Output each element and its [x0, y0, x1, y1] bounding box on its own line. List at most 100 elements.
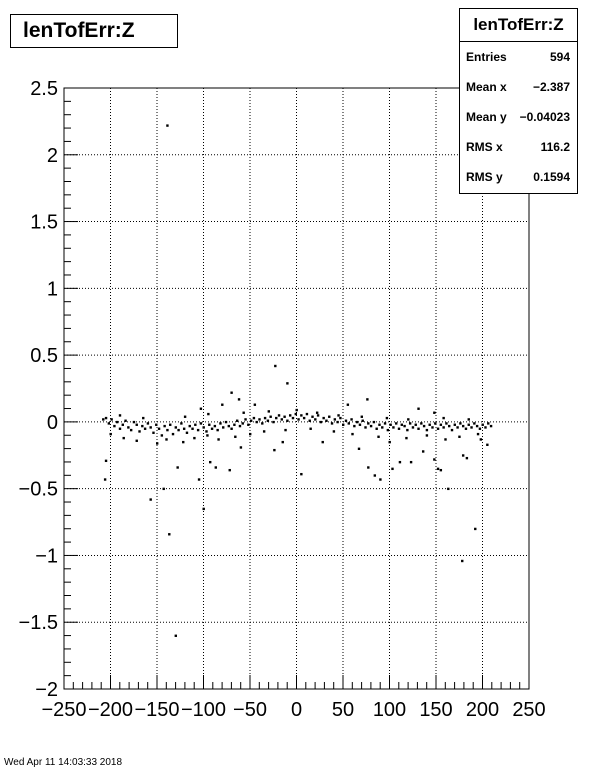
data-point [230, 427, 233, 430]
data-point [160, 434, 164, 437]
data-point [275, 416, 278, 420]
data-point [458, 435, 461, 438]
data-point [405, 436, 408, 440]
data-point [400, 423, 403, 426]
data-point [417, 427, 420, 430]
data-point [155, 423, 158, 426]
data-point [474, 527, 477, 531]
data-point [263, 416, 267, 420]
stats-value: −2.387 [532, 80, 570, 94]
stats-box: lenTofErr:Z Entries 594 Mean x −2.387 Me… [459, 8, 578, 194]
data-point [194, 423, 197, 426]
data-point [386, 428, 390, 432]
data-point [336, 420, 339, 424]
data-point [104, 416, 108, 420]
data-point [425, 434, 429, 437]
data-point [183, 415, 187, 418]
data-point [461, 454, 465, 457]
data-point [442, 426, 445, 429]
data-point [196, 428, 200, 432]
data-point [422, 424, 426, 428]
data-point [118, 427, 122, 430]
data-point [273, 448, 276, 452]
data-point [168, 533, 171, 536]
data-point [214, 466, 217, 469]
data-point [185, 431, 189, 434]
stats-value: 116.2 [540, 140, 570, 154]
data-point [267, 410, 270, 413]
data-point [489, 424, 493, 428]
data-point [182, 440, 185, 444]
data-point [171, 432, 175, 436]
data-point [286, 419, 289, 422]
data-point [373, 474, 377, 477]
data-point [353, 424, 356, 428]
data-point [357, 447, 361, 450]
data-point [176, 466, 179, 469]
data-point [230, 391, 233, 394]
data-point [162, 487, 165, 491]
data-point [439, 423, 443, 426]
data-point [360, 415, 363, 418]
data-point [398, 460, 402, 464]
stats-row-entries: Entries 594 [460, 42, 577, 72]
data-point [351, 432, 354, 436]
data-point [163, 424, 166, 428]
data-point [350, 418, 353, 421]
grid [64, 88, 529, 689]
data-point [269, 415, 272, 418]
y-tick-label: −1.5 [19, 612, 58, 634]
data-point [465, 456, 469, 460]
data-point [228, 468, 231, 472]
data-point [379, 478, 382, 481]
data-point [358, 423, 362, 426]
timestamp-footer: Wed Apr 11 14:03:33 2018 [4, 757, 123, 768]
data-point [459, 422, 462, 425]
y-tick-label: 0 [47, 412, 58, 434]
data-point [124, 419, 127, 422]
data-point [486, 443, 489, 446]
data-point [311, 415, 314, 418]
stats-value: 594 [549, 50, 570, 64]
data-point [297, 418, 300, 421]
data-point [381, 426, 384, 429]
data-point [281, 440, 284, 444]
stats-value: 0.1594 [533, 170, 570, 184]
data-points [102, 124, 493, 637]
data-point [266, 419, 270, 422]
data-point [227, 424, 231, 428]
data-point [286, 382, 289, 385]
data-point [484, 426, 487, 429]
data-point [372, 420, 376, 424]
data-point [355, 420, 359, 424]
data-point [478, 427, 482, 430]
data-point [321, 440, 324, 444]
data-point [433, 458, 436, 461]
data-point [411, 426, 415, 429]
y-tick-label: 0.5 [30, 345, 58, 367]
data-point [207, 412, 210, 416]
data-point [378, 423, 381, 426]
stats-label: Entries [466, 50, 507, 64]
data-point [149, 426, 152, 429]
data-point [319, 420, 323, 424]
data-point [237, 398, 241, 401]
data-point [315, 411, 319, 414]
data-point [325, 419, 328, 422]
data-point [209, 460, 212, 464]
data-point [166, 124, 169, 127]
data-point [347, 422, 350, 425]
data-point [135, 423, 138, 426]
data-point [479, 438, 483, 441]
data-point [197, 478, 201, 481]
data-point [389, 423, 392, 426]
data-point [385, 416, 389, 420]
data-point [367, 422, 370, 425]
data-point [375, 427, 378, 430]
data-point [188, 424, 191, 428]
x-tick-label: 200 [466, 699, 499, 721]
y-tick-label: 1 [47, 278, 58, 300]
data-point [434, 422, 437, 425]
data-point [330, 422, 334, 425]
